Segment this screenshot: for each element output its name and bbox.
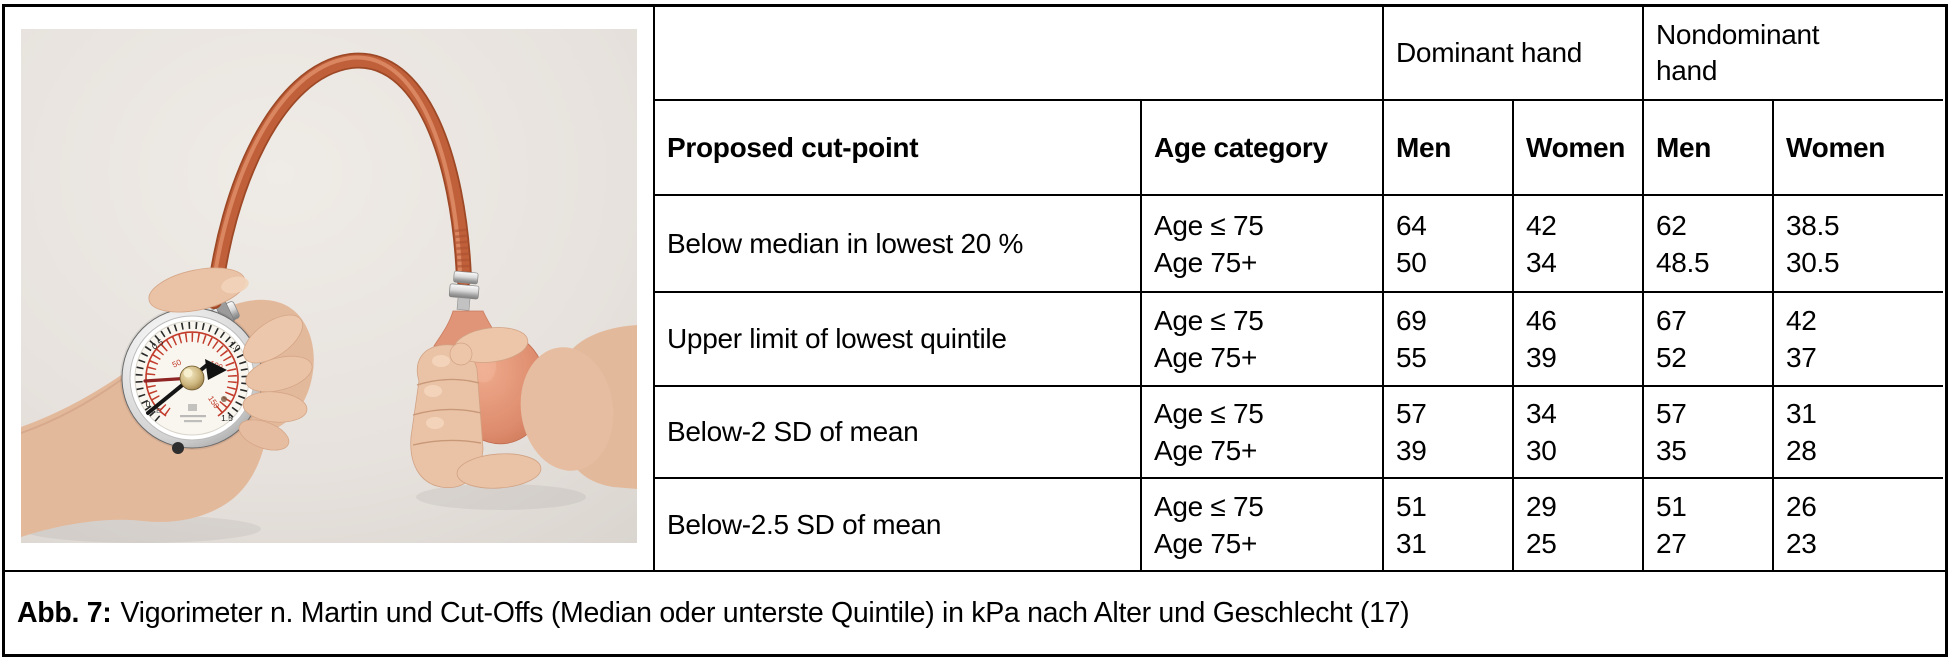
col-header-age: Age category	[1140, 99, 1384, 196]
col-header-nondom-men: Men	[1642, 99, 1775, 196]
cell-value: 51 31	[1382, 477, 1514, 570]
rubber-tube	[206, 52, 472, 309]
cutpoints-table: Dominant hand Nondominant hand Proposed …	[655, 7, 1944, 570]
cell-value: 29 25	[1511, 477, 1645, 570]
cell-value: 57 39	[1382, 385, 1514, 479]
cell-cutpoint: Below-2.5 SD of mean	[655, 477, 1142, 570]
left-fingers	[148, 267, 313, 451]
pressure-gauge: 0 0.5 1.0 1.5 50 100 150 CE	[120, 300, 264, 454]
col-header-dom-women: Women	[1511, 99, 1645, 196]
col-header-dom-men: Men	[1382, 99, 1514, 196]
caption-label: Abb. 7:	[17, 596, 112, 629]
figure-abb7: 0 0.5 1.0 1.5 50 100 150 CE	[2, 4, 1948, 657]
group-header-nondominant: Nondominant hand	[1642, 7, 1944, 101]
cell-value: 42 37	[1772, 291, 1944, 387]
cell-value: 57 35	[1642, 385, 1775, 479]
right-hand	[410, 325, 637, 489]
cell-value: 26 23	[1772, 477, 1944, 570]
caption-text: Vigorimeter n. Martin und Cut-Offs (Medi…	[120, 596, 1410, 629]
cell-age: Age ≤ 75 Age 75+	[1140, 291, 1384, 387]
cell-value: 34 30	[1511, 385, 1645, 479]
table-row-upper-limit: Upper limit of lowest quintile Age ≤ 75 A…	[655, 291, 1944, 387]
photo-panel: 0 0.5 1.0 1.5 50 100 150 CE	[5, 7, 655, 570]
gauge-label-red-50: 50	[171, 357, 183, 369]
cell-cutpoint: Below median in lowest 20 %	[655, 194, 1142, 293]
cell-value: 51 27	[1642, 477, 1775, 570]
gauge-ce-mark: CE	[151, 408, 161, 415]
cell-age: Age ≤ 75 Age 75+	[1140, 194, 1384, 293]
cell-value: 42 34	[1511, 194, 1645, 293]
table-panel: Dominant hand Nondominant hand Proposed …	[655, 7, 1944, 570]
gauge-hub	[179, 365, 205, 391]
figure-content: 0 0.5 1.0 1.5 50 100 150 CE	[5, 7, 1945, 570]
cell-value: 62 48.5	[1642, 194, 1775, 293]
gauge-label-0: 0	[146, 399, 151, 409]
col-header-cutpoint: Proposed cut-point	[655, 99, 1142, 196]
cell-value: 31 28	[1772, 385, 1944, 479]
vigorimeter-photo: 0 0.5 1.0 1.5 50 100 150 CE	[21, 29, 637, 543]
column-header-row: Proposed cut-point Age category Men Wome…	[655, 99, 1944, 196]
cell-age: Age ≤ 75 Age 75+	[1140, 385, 1384, 479]
gauge-needle-counterweight	[205, 359, 227, 380]
cell-value: 69 55	[1382, 291, 1514, 387]
right-thumb-tip	[449, 342, 473, 366]
cell-value: 67 52	[1642, 291, 1775, 387]
cell-cutpoint: Upper limit of lowest quintile	[655, 291, 1142, 387]
table-row-below-2sd: Below-2 SD of mean Age ≤ 75 Age 75+ 57 39 …	[655, 385, 1944, 479]
figure-caption: Abb. 7: Vigorimeter n. Martin und Cut-Of…	[5, 570, 1945, 654]
empty-header-cell	[655, 7, 1384, 101]
cell-cutpoint: Below-2 SD of mean	[655, 385, 1142, 479]
right-fingertips	[456, 453, 542, 489]
gauge-label-15: 1.5	[221, 413, 233, 423]
group-header-label: Dominant hand	[1396, 37, 1583, 68]
cell-value: 38.5 30.5	[1772, 194, 1944, 293]
group-header-row: Dominant hand Nondominant hand	[655, 7, 1944, 101]
table-row-below-median: Below median in lowest 20 % Age ≤ 75 Age …	[655, 194, 1944, 293]
right-fist-shadow	[416, 484, 586, 510]
right-palm	[520, 347, 614, 471]
tube-connector	[448, 270, 480, 311]
gauge-ticks-red	[146, 332, 237, 416]
cell-age: Age ≤ 75 Age 75+	[1140, 477, 1384, 570]
gauge-bottom-knob	[172, 442, 184, 454]
table-row-below-25sd: Below-2.5 SD of mean Age ≤ 75 Age 75+ 51 3…	[655, 477, 1944, 570]
group-header-label: Nondominant hand	[1656, 19, 1820, 86]
col-header-nondom-women: Women	[1772, 99, 1944, 196]
group-header-dominant: Dominant hand	[1381, 7, 1645, 101]
cell-value: 46 39	[1511, 291, 1645, 387]
cell-value: 64 50	[1382, 194, 1514, 293]
